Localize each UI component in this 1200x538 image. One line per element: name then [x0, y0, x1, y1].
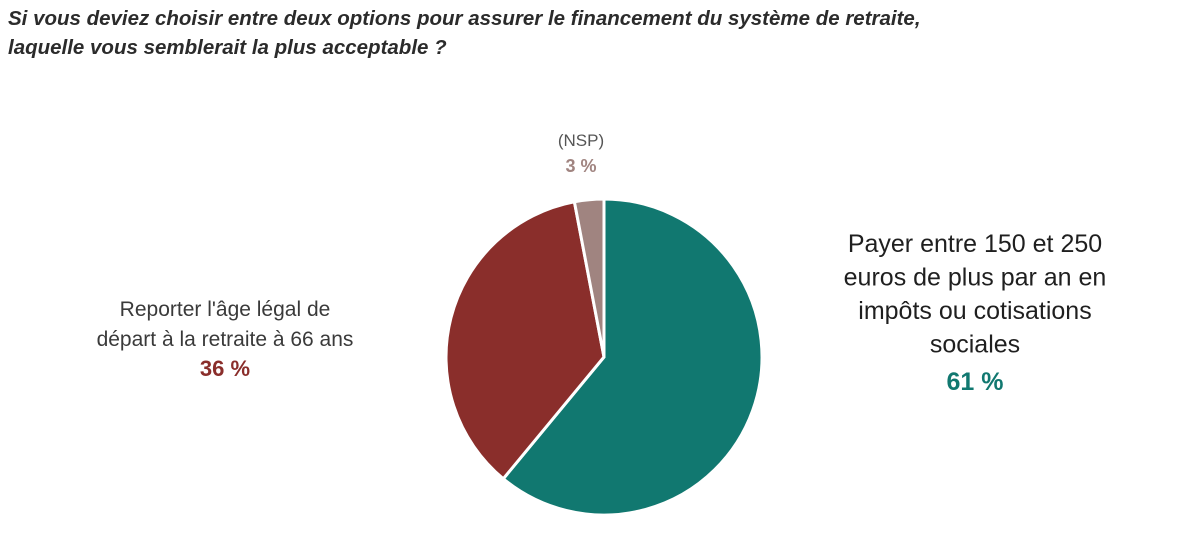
- slice-label: impôts ou cotisations: [858, 297, 1091, 325]
- slice-nsp: [572, 197, 606, 359]
- slice-payer: [501, 197, 764, 517]
- chart-title-line: Si vous deviez choisir entre deux option…: [8, 7, 921, 30]
- slice-label: sociales: [930, 331, 1020, 359]
- chart-title: Si vous deviez choisir entre deux option…: [8, 4, 921, 62]
- slice-reporter: [444, 200, 606, 481]
- slice-value-label: 61 %: [947, 368, 1004, 396]
- chart-title-line: laquelle vous semblerait la plus accepta…: [8, 36, 447, 59]
- slice-label: (NSP): [558, 131, 604, 150]
- slice-label: euros de plus par an en: [844, 264, 1107, 292]
- slice-value-label: 36 %: [200, 356, 250, 381]
- slice-label: Payer entre 150 et 250: [848, 230, 1102, 258]
- slice-value-label: 3 %: [565, 156, 596, 176]
- slice-label: départ à la retraite à 66 ans: [97, 328, 354, 351]
- slice-label: Reporter l'âge légal de: [120, 298, 331, 321]
